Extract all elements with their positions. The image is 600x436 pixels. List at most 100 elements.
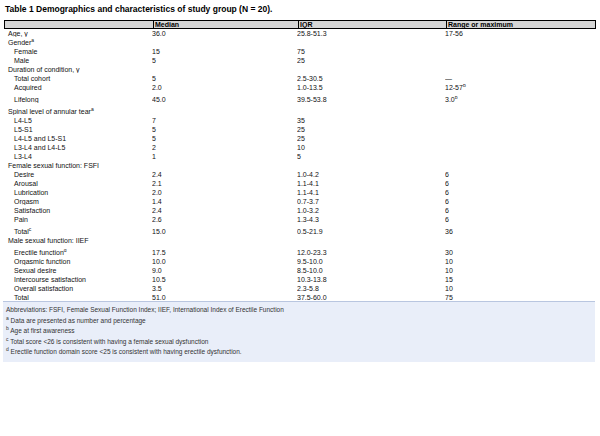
median-value: 15.0 (152, 228, 297, 235)
table-row: Spinal level of annular teara (4, 107, 596, 116)
row-label: Female (4, 48, 152, 55)
table-row: Intercourse satisfaction10.510.3-13.815 (4, 275, 596, 284)
iqr-value: 2.3-5.8 (297, 285, 445, 292)
iqr-value: 10.3-13.8 (297, 276, 445, 283)
footnote-line: b Age at first awareness (6, 326, 592, 337)
table-row: L4-L5 and L5-S1525 (4, 134, 596, 143)
row-label: Total cohort (4, 75, 152, 82)
iqr-value: 1.0-4.2 (297, 171, 445, 178)
range-value: 36 (445, 228, 594, 235)
median-value: 2.4 (152, 171, 297, 178)
table-row: Pain2.61.3-4.36 (4, 215, 596, 224)
median-value: 5 (152, 75, 297, 82)
iqr-value: 1.3-4.3 (297, 216, 445, 223)
iqr-value: 1.0-13.5 (297, 84, 445, 91)
table-row: Lifelong45.039.5-53.83.0b (4, 95, 596, 104)
footnotes: Abbreviations: FSFI, Female Sexual Funct… (3, 301, 595, 362)
range-value: 6 (445, 207, 594, 214)
table-row: Sexual desire9.08.5-10.010 (4, 266, 596, 275)
table-row: Lubrication2.01.1-4.16 (4, 188, 596, 197)
row-label: Overall satisfaction (4, 285, 152, 292)
iqr-value: 10 (297, 144, 445, 151)
range-value: 30 (445, 249, 594, 256)
median-value: 45.0 (152, 96, 297, 103)
iqr-value: 0.5-21.9 (297, 228, 445, 235)
table-row: L3-L415 (4, 152, 596, 161)
range-value: 3.0b (445, 96, 594, 103)
iqr-value: 25 (297, 135, 445, 142)
row-label: L3-L4 and L4-L5 (4, 144, 152, 151)
demographics-table: Median IQR Range or maximum Age, y36.025… (4, 20, 596, 302)
median-value: 10.5 (152, 276, 297, 283)
iqr-value: 25.8-51.3 (297, 30, 445, 37)
row-label: Lifelong (4, 96, 152, 103)
row-label: Male sexual function: IIEF (4, 237, 152, 244)
table-row: Gendera (4, 38, 596, 47)
iqr-value: 2.5-30.5 (297, 75, 445, 82)
row-label: Spinal level of annular teara (4, 108, 152, 115)
column-header-range: Range or maximum (446, 21, 595, 28)
table-row: L5-S1525 (4, 125, 596, 134)
median-value: 2.4 (152, 207, 297, 214)
iqr-value: 9.5-10.0 (297, 258, 445, 265)
column-header-iqr: IQR (298, 21, 446, 28)
range-value: 12-57b (445, 84, 594, 91)
iqr-value: 0.7-3.7 (297, 198, 445, 205)
column-header-blank (5, 21, 153, 28)
range-value: 15 (445, 276, 594, 283)
table-row: Total cohort52.5-30.5— (4, 74, 596, 83)
median-value: 5 (152, 57, 297, 64)
range-value: 10 (445, 267, 594, 274)
median-value: 3.5 (152, 285, 297, 292)
footnote-line: Abbreviations: FSFI, Female Sexual Funct… (6, 305, 592, 316)
row-label: Sexual desire (4, 267, 152, 274)
iqr-value: 12.0-23.3 (297, 249, 445, 256)
row-label: Orgasmic function (4, 258, 152, 265)
median-value: 17.5 (152, 249, 297, 256)
row-label: Erectile functiond (4, 249, 152, 256)
range-value: 6 (445, 171, 594, 178)
table-row: Age, y36.025.8-51.317-56 (4, 29, 596, 38)
row-label: L4-L5 (4, 117, 152, 124)
footnote-line: d Erectile function domain score <25 is … (6, 347, 592, 358)
iqr-value: 37.5-60.0 (297, 294, 445, 301)
row-label: Female sexual function: FSFI (4, 162, 152, 169)
median-value: 9.0 (152, 267, 297, 274)
median-value: 10.0 (152, 258, 297, 265)
table-row: Desire2.41.0-4.26 (4, 170, 596, 179)
table-row: L3-L4 and L4-L5210 (4, 143, 596, 152)
table-title: Table 1 Demographics and characteristics… (5, 4, 272, 14)
median-value: 2.0 (152, 189, 297, 196)
iqr-value: 1.1-4.1 (297, 189, 445, 196)
iqr-value: 35 (297, 117, 445, 124)
median-value: 5 (152, 126, 297, 133)
median-value: 51.0 (152, 294, 297, 301)
row-label: Acquired (4, 84, 152, 91)
median-value: 2.0 (152, 84, 297, 91)
table-row: Acquired2.01.0-13.512-57b (4, 83, 596, 92)
table-row: Orgasm1.40.7-3.76 (4, 197, 596, 206)
iqr-value: 5 (297, 153, 445, 160)
range-value: 10 (445, 285, 594, 292)
table-row: Orgasmic function10.09.5-10.010 (4, 257, 596, 266)
median-value: 5 (152, 135, 297, 142)
median-value: 7 (152, 117, 297, 124)
iqr-value: 25 (297, 57, 445, 64)
range-value: 6 (445, 198, 594, 205)
median-value: 1.4 (152, 198, 297, 205)
range-value: 17-56 (445, 30, 594, 37)
range-value: — (445, 75, 594, 82)
iqr-value: 39.5-53.8 (297, 96, 445, 103)
column-header-median: Median (153, 21, 298, 28)
row-label: L3-L4 (4, 153, 152, 160)
iqr-value: 1.1-4.1 (297, 180, 445, 187)
range-value: 6 (445, 216, 594, 223)
table-row: L4-L5735 (4, 116, 596, 125)
table-header-row: Median IQR Range or maximum (4, 20, 596, 29)
range-value: 10 (445, 258, 594, 265)
footnote-line: a Data are presented as number and perce… (6, 316, 592, 327)
row-label: Desire (4, 171, 152, 178)
row-label: Pain (4, 216, 152, 223)
row-label: Intercourse satisfaction (4, 276, 152, 283)
row-label: Orgasm (4, 198, 152, 205)
